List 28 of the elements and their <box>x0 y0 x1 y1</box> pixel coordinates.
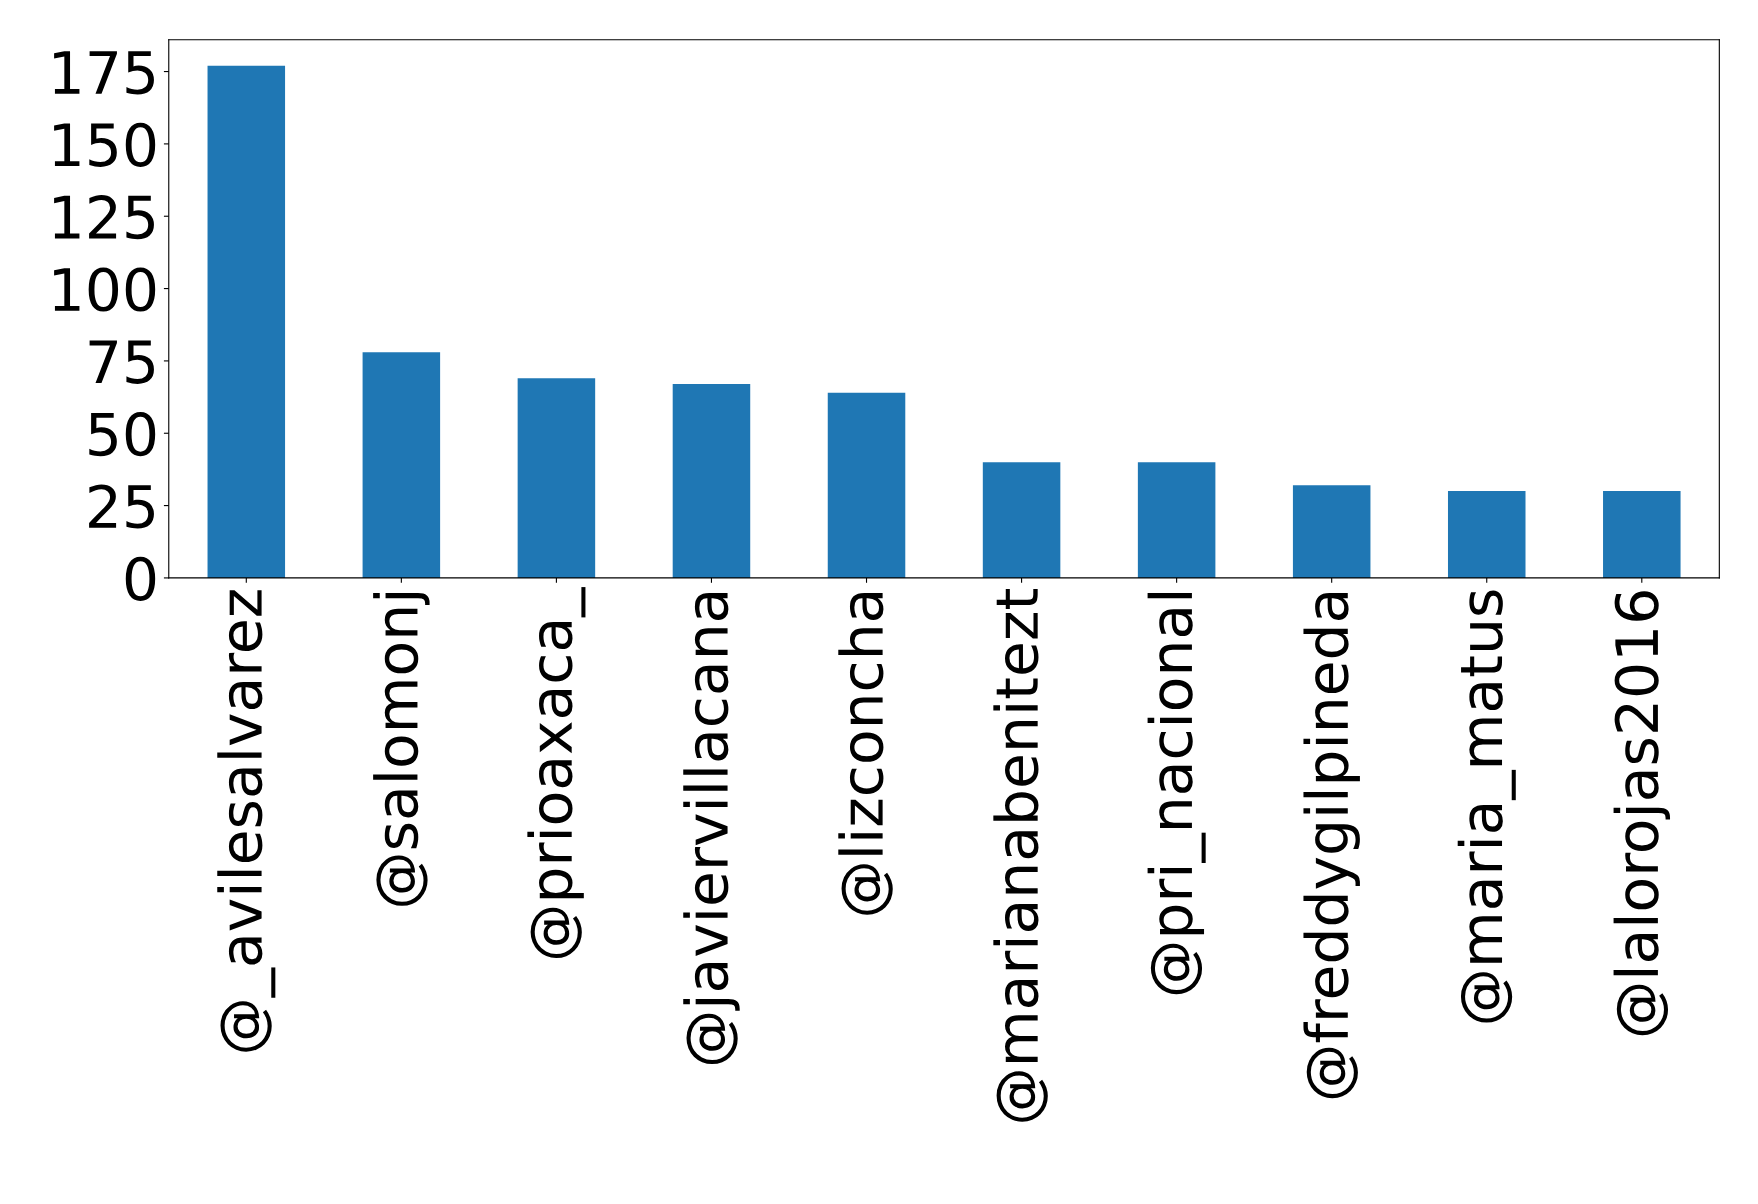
bar <box>672 384 751 578</box>
y-tick-label: 175 <box>54 51 154 95</box>
x-tick-label: @freddygilpineda <box>1303 592 1360 1099</box>
x-tick-label: @_avilesalvarez <box>217 590 276 1052</box>
bar <box>362 352 441 578</box>
x-tick-label: @lalorojas2016 <box>1613 591 1671 1036</box>
x-tick-label: @prioaxaca_ <box>527 587 586 959</box>
bar <box>1137 462 1216 578</box>
x-tick-label: @marianabenitezt <box>993 589 1048 1122</box>
y-tick-label: 100 <box>54 267 156 312</box>
bar <box>827 392 906 578</box>
x-tick-label: @maria_matus <box>1457 590 1516 1023</box>
bar <box>1447 491 1526 578</box>
x-tick-label: @salomonj <box>373 593 430 906</box>
y-tick-label: 75 <box>89 340 154 384</box>
bar <box>207 65 286 578</box>
bar <box>1603 491 1681 578</box>
x-tick-label: @lizconcha <box>838 592 893 915</box>
y-tick-label: 50 <box>89 412 156 457</box>
y-tick-label: 125 <box>54 195 154 240</box>
y-tick-label: 0 <box>125 556 156 601</box>
bar <box>1292 485 1371 578</box>
bar <box>517 378 596 578</box>
y-tick-label: 150 <box>54 122 156 167</box>
x-tick-label: @pri_nacional <box>1147 593 1206 995</box>
bar <box>982 462 1061 578</box>
y-tick-label: 25 <box>89 484 154 529</box>
x-tick-label: @javiervillacana <box>683 592 740 1065</box>
